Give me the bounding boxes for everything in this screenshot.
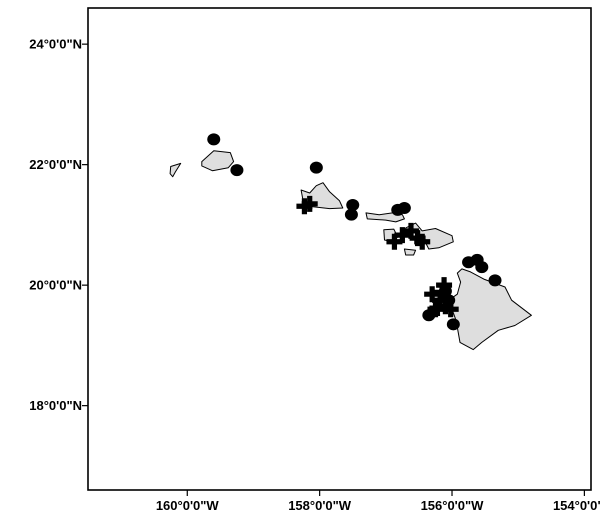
cross-marker bbox=[394, 227, 411, 244]
circle-marker bbox=[475, 261, 489, 274]
x-tick-label-156w: 156°0'0"W bbox=[421, 498, 485, 513]
y-tick-label-24: 24°0'0"N bbox=[29, 37, 82, 52]
island-kauai bbox=[201, 150, 235, 172]
circle-marker bbox=[230, 164, 244, 177]
circle-marker bbox=[422, 309, 436, 322]
map-frame bbox=[87, 7, 592, 491]
markers-layer bbox=[207, 133, 502, 331]
y-tick-label-22: 22°0'0"N bbox=[29, 157, 82, 172]
x-tick-label-160w: 160°0'0"W bbox=[156, 498, 220, 513]
y-axis-ticks: 24°0'0"N 22°0'0"N 20°0'0"N 18°0'0"N bbox=[29, 37, 88, 413]
cross-marker bbox=[301, 195, 318, 212]
cross-marker bbox=[442, 301, 459, 318]
x-axis-ticks: 160°0'0"W 158°0'0"W 156°0'0"W 154°0'0"W bbox=[156, 490, 600, 513]
cross-marker bbox=[437, 298, 454, 315]
island-niihau bbox=[169, 162, 182, 178]
cross-marker bbox=[414, 233, 431, 250]
circle-marker bbox=[488, 274, 502, 287]
circle-marker bbox=[397, 202, 411, 215]
circle-marker bbox=[309, 161, 323, 174]
x-tick-label-158w: 158°0'0"W bbox=[288, 498, 352, 513]
cross-marker bbox=[434, 284, 451, 301]
circle-marker bbox=[346, 199, 360, 212]
y-tick-label-18: 18°0'0"N bbox=[29, 398, 82, 413]
cross-marker bbox=[409, 230, 426, 247]
y-tick-label-20: 20°0'0"N bbox=[29, 278, 82, 293]
island-kahoolawe bbox=[403, 248, 417, 256]
circle-marker bbox=[207, 133, 221, 146]
circle-marker bbox=[446, 318, 460, 331]
islands-layer bbox=[169, 150, 532, 351]
cross-marker bbox=[424, 286, 441, 303]
cross-marker bbox=[427, 301, 444, 318]
circle-marker bbox=[344, 208, 358, 221]
cross-marker bbox=[386, 233, 403, 250]
island-hawaii bbox=[448, 268, 532, 351]
cross-marker bbox=[402, 222, 419, 239]
x-tick-label-154w: 154°0'0"W bbox=[553, 498, 600, 513]
